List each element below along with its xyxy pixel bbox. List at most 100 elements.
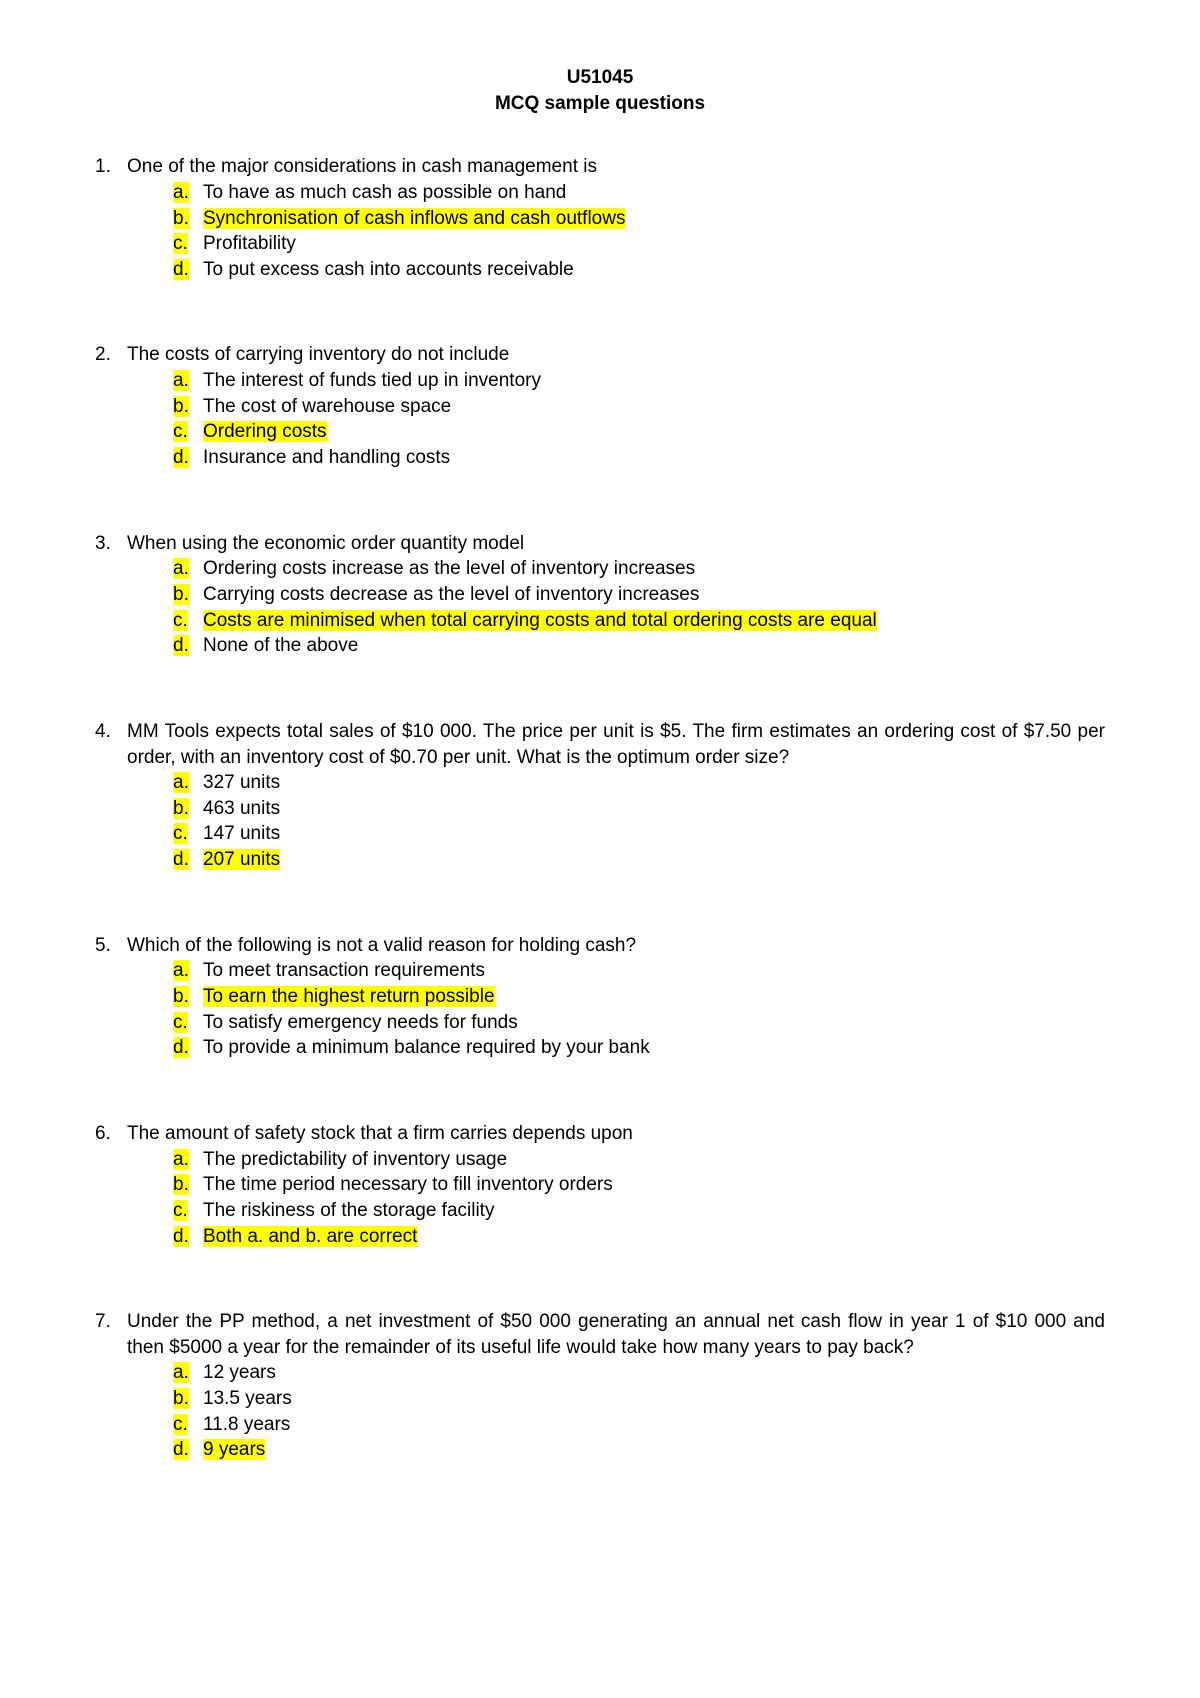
question-text: Which of the following is not a valid re… bbox=[127, 933, 1105, 959]
question-block: 3.When using the economic order quantity… bbox=[95, 531, 1105, 659]
options-list: a.The predictability of inventory usageb… bbox=[127, 1147, 1105, 1250]
option-letter: a. bbox=[173, 770, 203, 796]
option-letter: d. bbox=[173, 847, 203, 873]
option-row: d.None of the above bbox=[127, 633, 1105, 659]
question-number: 2. bbox=[95, 342, 127, 368]
option-text: To have as much cash as possible on hand bbox=[203, 180, 1105, 206]
option-letter: d. bbox=[173, 445, 203, 471]
option-row: b.The time period necessary to fill inve… bbox=[127, 1172, 1105, 1198]
questions-list: 1.One of the major considerations in cas… bbox=[95, 154, 1105, 1463]
question-text: Under the PP method, a net investment of… bbox=[127, 1309, 1105, 1360]
option-row: c.To satisfy emergency needs for funds bbox=[127, 1010, 1105, 1036]
question-number: 1. bbox=[95, 154, 127, 180]
option-row: d.9 years bbox=[127, 1437, 1105, 1463]
option-letter: d. bbox=[173, 1224, 203, 1250]
option-row: d.To provide a minimum balance required … bbox=[127, 1035, 1105, 1061]
option-text: The predictability of inventory usage bbox=[203, 1147, 1105, 1173]
question-block: 7.Under the PP method, a net investment … bbox=[95, 1309, 1105, 1463]
option-text: 327 units bbox=[203, 770, 1105, 796]
option-text: To put excess cash into accounts receiva… bbox=[203, 257, 1105, 283]
question-text: When using the economic order quantity m… bbox=[127, 531, 1105, 557]
question-block: 6.The amount of safety stock that a firm… bbox=[95, 1121, 1105, 1249]
question-number: 4. bbox=[95, 719, 127, 745]
question-text: The amount of safety stock that a firm c… bbox=[127, 1121, 1105, 1147]
option-text: 207 units bbox=[203, 847, 1105, 873]
option-letter: b. bbox=[173, 1386, 203, 1412]
question-row: 6.The amount of safety stock that a firm… bbox=[95, 1121, 1105, 1147]
option-letter: b. bbox=[173, 394, 203, 420]
option-letter: c. bbox=[173, 1198, 203, 1224]
option-text: To provide a minimum balance required by… bbox=[203, 1035, 1105, 1061]
option-row: a.The interest of funds tied up in inven… bbox=[127, 368, 1105, 394]
option-text: 463 units bbox=[203, 796, 1105, 822]
option-row: a.To have as much cash as possible on ha… bbox=[127, 180, 1105, 206]
question-number: 6. bbox=[95, 1121, 127, 1147]
option-letter: c. bbox=[173, 608, 203, 634]
option-text: 9 years bbox=[203, 1437, 1105, 1463]
option-letter: c. bbox=[173, 821, 203, 847]
option-letter: b. bbox=[173, 582, 203, 608]
question-block: 5.Which of the following is not a valid … bbox=[95, 933, 1105, 1061]
options-list: a.The interest of funds tied up in inven… bbox=[127, 368, 1105, 471]
question-row: 1.One of the major considerations in cas… bbox=[95, 154, 1105, 180]
question-number: 3. bbox=[95, 531, 127, 557]
option-letter: d. bbox=[173, 1035, 203, 1061]
option-text: Costs are minimised when total carrying … bbox=[203, 608, 1105, 634]
option-text: The time period necessary to fill invent… bbox=[203, 1172, 1105, 1198]
option-row: a.Ordering costs increase as the level o… bbox=[127, 556, 1105, 582]
option-letter: c. bbox=[173, 231, 203, 257]
question-row: 7.Under the PP method, a net investment … bbox=[95, 1309, 1105, 1360]
option-row: b.To earn the highest return possible bbox=[127, 984, 1105, 1010]
question-row: 3.When using the economic order quantity… bbox=[95, 531, 1105, 557]
option-letter: a. bbox=[173, 1360, 203, 1386]
question-number: 7. bbox=[95, 1309, 127, 1335]
option-text: 11.8 years bbox=[203, 1412, 1105, 1438]
option-text: To earn the highest return possible bbox=[203, 984, 1105, 1010]
options-list: a.12 yearsb.13.5 yearsc.11.8 yearsd.9 ye… bbox=[127, 1360, 1105, 1463]
option-row: c.Costs are minimised when total carryin… bbox=[127, 608, 1105, 634]
option-text: Ordering costs bbox=[203, 419, 1105, 445]
option-letter: b. bbox=[173, 206, 203, 232]
option-row: b.13.5 years bbox=[127, 1386, 1105, 1412]
header-subtitle: MCQ sample questions bbox=[95, 91, 1105, 117]
options-list: a.To have as much cash as possible on ha… bbox=[127, 180, 1105, 283]
options-list: a.Ordering costs increase as the level o… bbox=[127, 556, 1105, 659]
option-letter: d. bbox=[173, 1437, 203, 1463]
option-text: Profitability bbox=[203, 231, 1105, 257]
option-row: c.11.8 years bbox=[127, 1412, 1105, 1438]
option-letter: b. bbox=[173, 1172, 203, 1198]
option-letter: c. bbox=[173, 419, 203, 445]
option-row: a.To meet transaction requirements bbox=[127, 958, 1105, 984]
option-letter: a. bbox=[173, 1147, 203, 1173]
option-row: d.Both a. and b. are correct bbox=[127, 1224, 1105, 1250]
option-letter: a. bbox=[173, 180, 203, 206]
option-letter: c. bbox=[173, 1010, 203, 1036]
option-row: d.207 units bbox=[127, 847, 1105, 873]
option-row: a.12 years bbox=[127, 1360, 1105, 1386]
option-row: b.Synchronisation of cash inflows and ca… bbox=[127, 206, 1105, 232]
option-letter: c. bbox=[173, 1412, 203, 1438]
option-row: c.Ordering costs bbox=[127, 419, 1105, 445]
option-row: c.Profitability bbox=[127, 231, 1105, 257]
question-number: 5. bbox=[95, 933, 127, 959]
option-row: c.The riskiness of the storage facility bbox=[127, 1198, 1105, 1224]
option-text: Ordering costs increase as the level of … bbox=[203, 556, 1105, 582]
options-list: a.327 unitsb.463 unitsc.147 unitsd.207 u… bbox=[127, 770, 1105, 873]
options-list: a.To meet transaction requirementsb.To e… bbox=[127, 958, 1105, 1061]
header-code: U51045 bbox=[95, 65, 1105, 91]
option-row: d.To put excess cash into accounts recei… bbox=[127, 257, 1105, 283]
option-text: The interest of funds tied up in invento… bbox=[203, 368, 1105, 394]
question-block: 1.One of the major considerations in cas… bbox=[95, 154, 1105, 282]
option-letter: d. bbox=[173, 257, 203, 283]
option-text: To satisfy emergency needs for funds bbox=[203, 1010, 1105, 1036]
option-row: d.Insurance and handling costs bbox=[127, 445, 1105, 471]
option-text: To meet transaction requirements bbox=[203, 958, 1105, 984]
question-block: 2.The costs of carrying inventory do not… bbox=[95, 342, 1105, 470]
option-letter: a. bbox=[173, 368, 203, 394]
option-letter: b. bbox=[173, 796, 203, 822]
option-text: The cost of warehouse space bbox=[203, 394, 1105, 420]
option-text: Both a. and b. are correct bbox=[203, 1224, 1105, 1250]
question-row: 4.MM Tools expects total sales of $10 00… bbox=[95, 719, 1105, 770]
option-text: Insurance and handling costs bbox=[203, 445, 1105, 471]
option-row: a.327 units bbox=[127, 770, 1105, 796]
